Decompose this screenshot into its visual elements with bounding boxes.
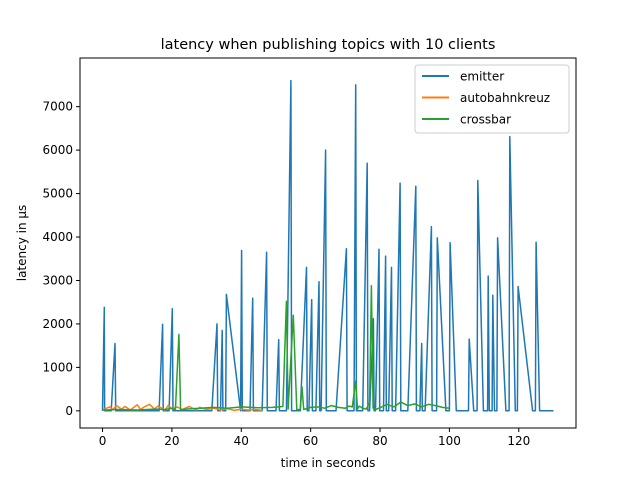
legend: emitter autobahnkreuz crossbar: [414, 64, 570, 134]
x-tick-label: 20: [164, 434, 179, 448]
x-tick-label: 120: [507, 434, 530, 448]
axes-frame: [79, 57, 577, 429]
x-tick-label: 80: [372, 434, 387, 448]
y-axis: 0 1000 2000 3000 4000 5000 6000 7000: [42, 100, 80, 418]
x-tick-label: 100: [438, 434, 461, 448]
y-tick-label: 5000: [42, 187, 73, 201]
x-tick-label: 40: [234, 434, 249, 448]
x-axis: 0 20 40 60 80 100 120: [99, 428, 530, 448]
chart-title: latency when publishing topics with 10 c…: [161, 37, 496, 53]
y-tick-label: 6000: [42, 143, 73, 157]
y-tick-label: 7000: [42, 100, 73, 114]
y-tick-label: 4000: [42, 230, 73, 244]
legend-label-autobahnkreuz: autobahnkreuz: [460, 91, 550, 105]
legend-label-emitter: emitter: [460, 70, 504, 84]
x-axis-label: time in seconds: [281, 456, 376, 470]
legend-box: [414, 64, 570, 134]
y-axis-label: latency in µs: [15, 205, 29, 282]
series-line-crossbar: [102, 284, 450, 411]
y-tick-label: 2000: [42, 317, 73, 331]
y-tick-label: 3000: [42, 273, 73, 287]
legend-label-crossbar: crossbar: [460, 113, 511, 127]
series-line-emitter: [101, 79, 554, 412]
y-tick-label: 1000: [42, 360, 73, 374]
x-tick-label: 0: [99, 434, 107, 448]
plot-area: [101, 79, 554, 412]
x-tick-label: 60: [303, 434, 318, 448]
y-tick-label: 0: [65, 404, 73, 418]
series-line-autobahnkreuz: [102, 403, 263, 412]
